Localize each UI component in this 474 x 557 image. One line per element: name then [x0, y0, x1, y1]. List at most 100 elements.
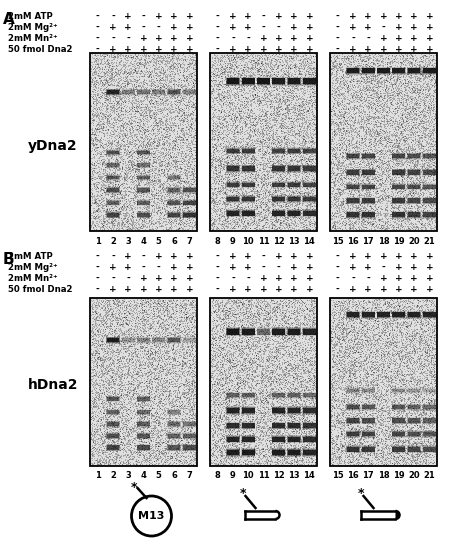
Point: [88, 328, 96, 337]
Point: [366, 208, 374, 217]
Point: [144, 417, 151, 426]
Point: [192, 187, 200, 196]
Point: [301, 104, 309, 113]
Point: [330, 420, 337, 429]
Point: [177, 193, 184, 202]
Point: [285, 61, 292, 70]
Point: [404, 454, 412, 463]
Point: [282, 167, 290, 175]
Point: [232, 74, 239, 82]
Point: [302, 391, 310, 400]
Point: [121, 450, 128, 459]
Point: [390, 162, 398, 171]
Point: [288, 458, 295, 467]
Point: [177, 193, 184, 202]
Point: [255, 435, 262, 444]
Point: [407, 80, 415, 89]
Point: [101, 411, 109, 420]
Point: [132, 314, 140, 323]
Point: [127, 118, 135, 126]
Point: [245, 77, 252, 86]
Point: [117, 335, 125, 344]
Point: [163, 345, 170, 354]
Point: [301, 195, 309, 204]
Point: [428, 343, 436, 352]
Point: [368, 387, 376, 396]
Point: [412, 212, 419, 221]
Point: [269, 78, 276, 87]
Point: [164, 62, 171, 71]
Point: [109, 357, 117, 366]
Point: [304, 367, 311, 375]
Point: [346, 204, 354, 213]
Point: [412, 307, 419, 316]
Point: [360, 93, 367, 102]
Point: [130, 314, 137, 323]
Point: [272, 418, 280, 427]
Point: [244, 311, 252, 320]
Point: [301, 194, 309, 203]
Point: [260, 411, 268, 419]
Point: [121, 169, 129, 178]
Point: [161, 329, 169, 338]
Point: [337, 180, 345, 189]
Point: [410, 377, 418, 386]
Point: [297, 400, 304, 409]
Point: [260, 299, 268, 308]
Point: [271, 158, 279, 167]
Point: [365, 115, 373, 124]
Point: [406, 77, 414, 86]
Point: [216, 378, 223, 387]
Point: [375, 128, 383, 137]
Point: [119, 154, 127, 163]
Point: [330, 300, 338, 309]
Point: [261, 224, 268, 233]
Point: [259, 112, 266, 121]
Point: [112, 405, 120, 414]
Point: [275, 331, 283, 340]
Point: [283, 301, 291, 310]
Point: [177, 155, 184, 164]
Point: [402, 117, 410, 126]
Point: [255, 123, 262, 132]
Point: [301, 149, 308, 158]
Point: [378, 104, 386, 113]
Point: [305, 76, 313, 85]
Point: [168, 442, 176, 451]
Point: [356, 338, 364, 346]
Point: [225, 427, 233, 436]
Point: [177, 192, 184, 201]
Point: [280, 168, 287, 177]
Point: [251, 367, 258, 376]
Point: [264, 206, 272, 214]
Point: [154, 346, 161, 355]
Point: [362, 196, 369, 205]
Point: [295, 143, 303, 152]
Point: [141, 323, 149, 332]
Point: [421, 377, 428, 385]
Point: [311, 429, 319, 438]
Point: [171, 388, 179, 397]
Point: [422, 455, 429, 464]
Point: [133, 173, 141, 182]
Point: [230, 368, 238, 377]
Point: [169, 119, 176, 128]
Point: [110, 207, 118, 216]
Point: [176, 309, 183, 317]
Point: [174, 143, 182, 152]
Point: [210, 451, 218, 460]
Point: [209, 374, 217, 383]
Point: [120, 402, 128, 411]
Point: [134, 61, 142, 70]
Point: [398, 385, 406, 394]
Point: [362, 433, 370, 442]
Point: [128, 92, 136, 101]
Point: [338, 196, 346, 205]
Point: [187, 368, 195, 377]
Point: [309, 319, 317, 328]
Point: [151, 417, 159, 426]
Point: [365, 82, 373, 91]
Point: [90, 436, 97, 444]
Point: [234, 108, 241, 116]
Point: [361, 199, 368, 208]
